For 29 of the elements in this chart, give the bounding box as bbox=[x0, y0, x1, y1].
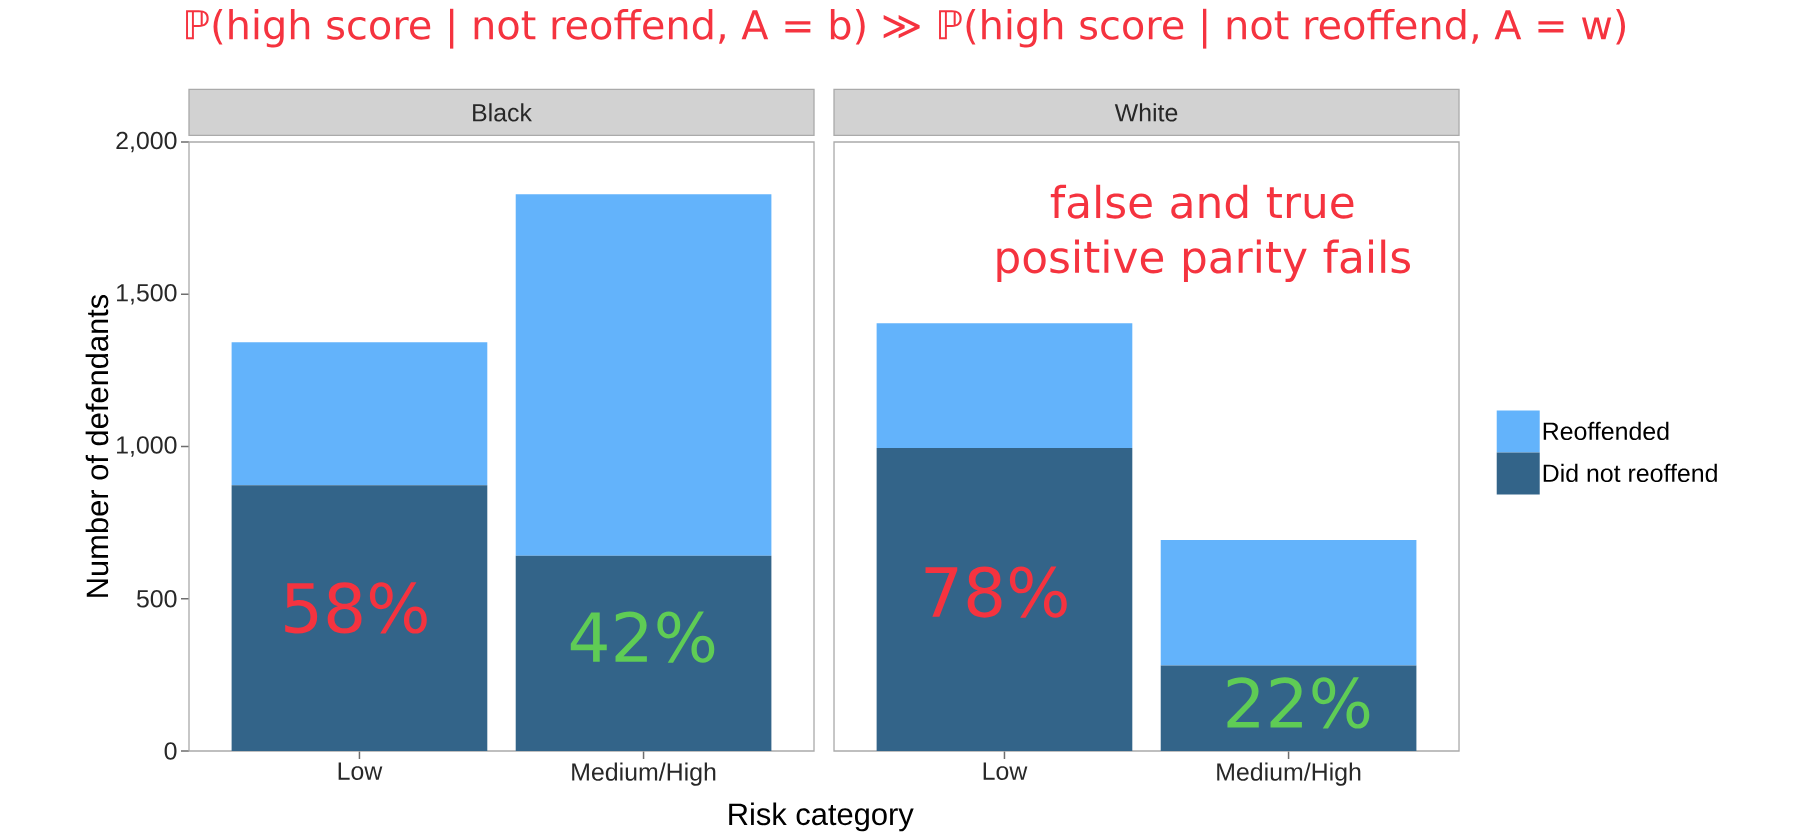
bar bbox=[515, 555, 772, 751]
bar bbox=[1160, 539, 1417, 666]
y-tick-label: 500 bbox=[136, 589, 177, 608]
x-axis-title: Risk category bbox=[729, 802, 914, 832]
x-tick-label: Low bbox=[338, 762, 383, 780]
annotation: false and true positive parity fails bbox=[997, 184, 1410, 282]
chart-title: White bbox=[1114, 103, 1178, 122]
annotation: 78% bbox=[925, 566, 1067, 618]
bar bbox=[515, 194, 772, 556]
y-tick-label: 2,000 bbox=[116, 131, 177, 153]
y-tick-label: 0 bbox=[164, 742, 177, 760]
text: ℙ(high score | not reoffend, A = b) ≫ ℙ(high score | not reoffend, A = w) bbox=[186, 8, 1626, 49]
bar bbox=[231, 485, 488, 751]
x-tick-label: Medium/High bbox=[572, 762, 716, 786]
legend-label: Reoffended bbox=[1543, 421, 1669, 441]
y-tick-label: 1,000 bbox=[117, 436, 177, 457]
annotation: 22% bbox=[1227, 677, 1370, 729]
y-axis-title: Number of defendants bbox=[85, 294, 109, 597]
legend-label: Did not reoffend bbox=[1543, 463, 1717, 483]
annotation: 58% bbox=[285, 582, 427, 634]
bar bbox=[876, 323, 1133, 449]
y-tick-label: 1,500 bbox=[117, 283, 177, 305]
x-tick-label: Low bbox=[983, 762, 1028, 780]
chart-title: Black bbox=[473, 103, 532, 122]
bar bbox=[1160, 665, 1417, 751]
x-tick-label: Medium/High bbox=[1217, 762, 1361, 786]
annotation: 42% bbox=[570, 611, 715, 663]
bar bbox=[876, 448, 1133, 751]
bar bbox=[231, 342, 488, 486]
